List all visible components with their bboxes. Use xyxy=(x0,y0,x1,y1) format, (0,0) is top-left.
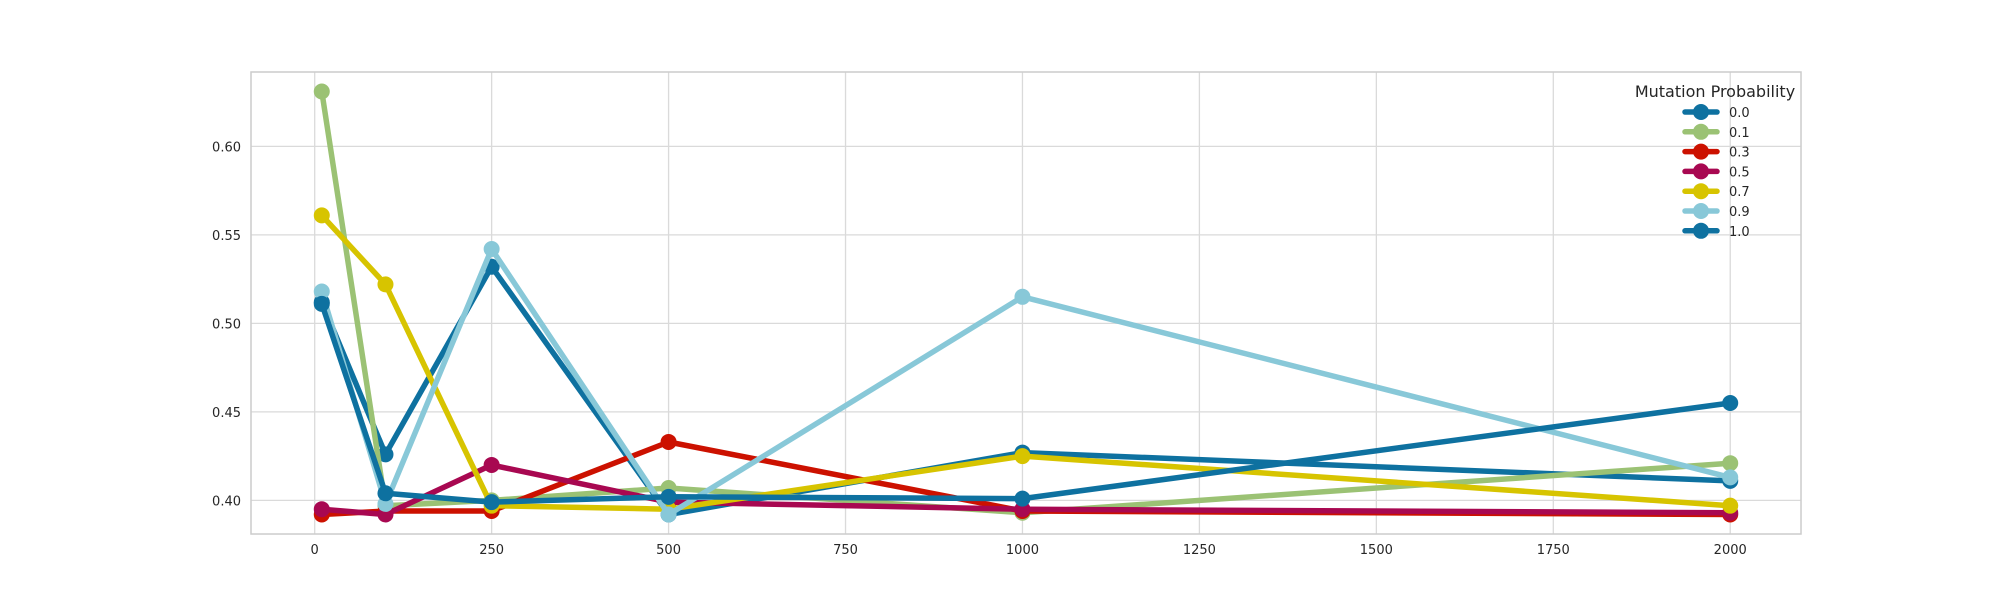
legend-item: 0.1 xyxy=(1682,123,1750,141)
legend-label: 0.5 xyxy=(1729,165,1750,180)
y-tick-label: 0.40 xyxy=(212,494,241,509)
series-line xyxy=(319,301,1733,505)
data-point xyxy=(313,207,330,224)
data-point xyxy=(1014,490,1031,507)
legend: Mutation Probability 0.0 0.1 0.3 0.5 0.7 0.9 1… xyxy=(1635,82,1795,240)
series-line xyxy=(319,88,1733,516)
data-point xyxy=(660,506,677,523)
x-tick-label: 1000 xyxy=(1006,543,1039,558)
legend-item: 0.9 xyxy=(1682,203,1750,220)
data-point xyxy=(377,446,394,463)
x-tick-label: 1750 xyxy=(1537,543,1570,558)
data-point xyxy=(660,433,677,450)
data-point xyxy=(377,276,394,293)
data-point xyxy=(313,501,330,518)
data-point xyxy=(1014,448,1031,465)
data-point xyxy=(313,295,330,312)
x-tick-label: 250 xyxy=(479,543,504,558)
legend-marker xyxy=(1693,183,1709,200)
series-line xyxy=(319,212,1733,512)
series-line xyxy=(319,462,1733,518)
y-tick-label: 0.50 xyxy=(212,317,241,332)
x-tick-label: 750 xyxy=(833,543,858,558)
y-axis-ticks: 0.40 0.45 0.50 0.55 0.60 xyxy=(212,140,241,509)
x-tick-label: 500 xyxy=(656,543,681,558)
y-tick-label: 0.60 xyxy=(212,140,241,155)
legend-item: 0.7 xyxy=(1682,183,1750,200)
legend-item: 0.3 xyxy=(1682,143,1750,161)
legend-label: 0.7 xyxy=(1729,185,1750,200)
y-tick-label: 0.45 xyxy=(212,406,241,421)
legend-label: 1.0 xyxy=(1729,225,1750,240)
legend-label: 0.9 xyxy=(1729,205,1750,220)
data-point xyxy=(1722,497,1739,514)
data-point xyxy=(660,488,677,505)
data-point xyxy=(1722,469,1739,486)
legend-marker xyxy=(1693,203,1709,219)
x-axis-ticks: 0 250 500 750 1000 1250 1500 1750 2000 xyxy=(311,543,1747,558)
legend-title: Mutation Probability xyxy=(1635,82,1795,101)
x-tick-label: 1500 xyxy=(1360,543,1393,558)
data-point xyxy=(313,83,330,100)
legend-marker xyxy=(1693,123,1709,140)
data-point xyxy=(483,241,500,258)
legend-item: 0.0 xyxy=(1682,104,1750,121)
x-tick-label: 2000 xyxy=(1714,543,1747,558)
data-point xyxy=(377,485,394,502)
data-point xyxy=(1722,455,1739,472)
data-point xyxy=(483,456,500,473)
series-lines xyxy=(313,83,1739,523)
data-point xyxy=(1722,395,1739,412)
legend-marker xyxy=(1693,163,1709,180)
legend-marker xyxy=(1693,143,1709,160)
data-point xyxy=(1014,288,1031,305)
legend-item: 0.5 xyxy=(1682,163,1750,180)
series-1.0 xyxy=(313,295,1739,511)
legend-label: 0.3 xyxy=(1729,146,1750,161)
grid xyxy=(251,72,1801,534)
legend-marker xyxy=(1693,222,1709,239)
data-point xyxy=(313,283,330,300)
x-tick-label: 0 xyxy=(311,543,319,558)
legend-label: 0.0 xyxy=(1729,106,1750,121)
y-tick-label: 0.55 xyxy=(212,229,241,244)
data-point xyxy=(483,494,500,511)
plot-frame xyxy=(250,71,1802,535)
legend-marker xyxy=(1693,104,1709,120)
legend-item: 1.0 xyxy=(1682,222,1750,240)
x-tick-label: 1250 xyxy=(1183,543,1216,558)
legend-label: 0.1 xyxy=(1729,126,1750,141)
